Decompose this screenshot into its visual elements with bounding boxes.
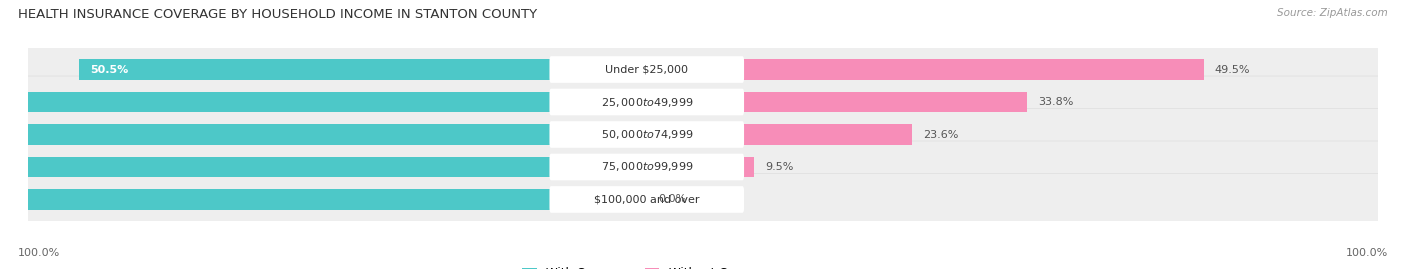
Text: 49.5%: 49.5% xyxy=(1215,65,1250,75)
Text: Source: ZipAtlas.com: Source: ZipAtlas.com xyxy=(1277,8,1388,18)
Bar xyxy=(0,157,647,177)
Text: 100.0%: 100.0% xyxy=(1346,248,1388,258)
Bar xyxy=(647,92,1026,112)
Text: $75,000 to $99,999: $75,000 to $99,999 xyxy=(600,161,693,174)
Text: 33.8%: 33.8% xyxy=(1038,97,1074,107)
Text: 0.0%: 0.0% xyxy=(658,194,686,204)
FancyBboxPatch shape xyxy=(25,44,1381,95)
Text: $50,000 to $74,999: $50,000 to $74,999 xyxy=(600,128,693,141)
Text: Under $25,000: Under $25,000 xyxy=(605,65,689,75)
Bar xyxy=(0,125,647,144)
Text: 50.5%: 50.5% xyxy=(90,65,128,75)
Text: $25,000 to $49,999: $25,000 to $49,999 xyxy=(600,95,693,108)
FancyBboxPatch shape xyxy=(550,56,744,83)
FancyBboxPatch shape xyxy=(25,108,1381,161)
FancyBboxPatch shape xyxy=(25,76,1381,128)
Bar xyxy=(647,125,912,144)
FancyBboxPatch shape xyxy=(550,186,744,213)
Bar xyxy=(79,59,647,80)
Text: 100.0%: 100.0% xyxy=(18,248,60,258)
FancyBboxPatch shape xyxy=(25,141,1381,193)
Bar xyxy=(647,59,1204,80)
Text: 9.5%: 9.5% xyxy=(765,162,793,172)
Text: $100,000 and over: $100,000 and over xyxy=(593,194,700,204)
FancyBboxPatch shape xyxy=(550,154,744,180)
Text: HEALTH INSURANCE COVERAGE BY HOUSEHOLD INCOME IN STANTON COUNTY: HEALTH INSURANCE COVERAGE BY HOUSEHOLD I… xyxy=(18,8,537,21)
FancyBboxPatch shape xyxy=(550,89,744,115)
Text: 23.6%: 23.6% xyxy=(924,129,959,140)
Legend: With Coverage, Without Coverage: With Coverage, Without Coverage xyxy=(523,267,776,269)
FancyBboxPatch shape xyxy=(25,174,1381,225)
Bar xyxy=(0,92,647,112)
Bar xyxy=(0,189,647,210)
Bar xyxy=(647,157,754,177)
FancyBboxPatch shape xyxy=(550,121,744,148)
